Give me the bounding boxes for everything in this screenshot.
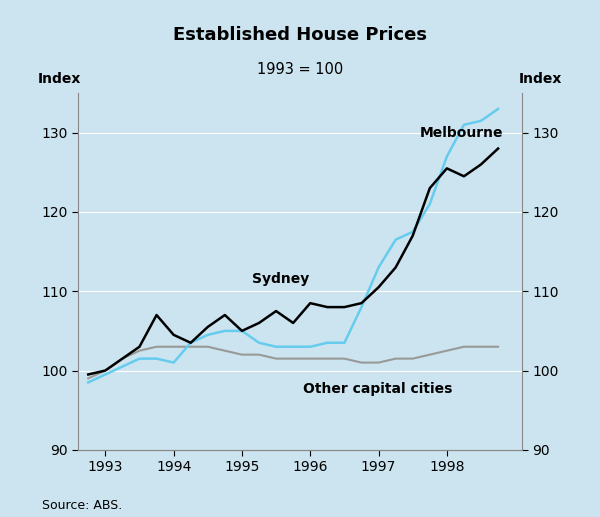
Text: Other capital cities: Other capital cities [304,382,453,396]
Text: Index: Index [38,72,82,86]
Text: Index: Index [518,72,562,86]
Text: Melbourne: Melbourne [419,126,503,140]
Text: Sydney: Sydney [252,272,310,286]
Text: 1993 = 100: 1993 = 100 [257,62,343,77]
Text: Established House Prices: Established House Prices [173,26,427,44]
Text: Source: ABS.: Source: ABS. [42,499,122,512]
